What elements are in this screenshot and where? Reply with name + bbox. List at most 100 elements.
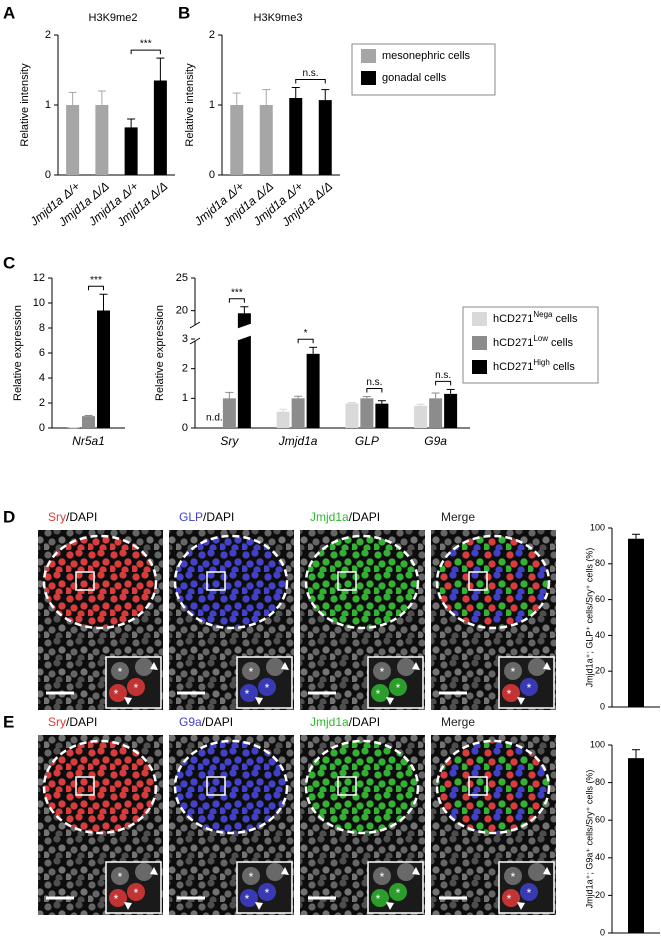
y-tick-label: 20 [595, 666, 605, 676]
bar [259, 105, 273, 175]
counterstain: /DAPI [349, 510, 380, 524]
y-tick-label: 1 [182, 392, 188, 404]
bar [444, 393, 458, 428]
legend-name: hCD271 [493, 337, 533, 349]
bar [153, 80, 167, 175]
inset-cell [266, 658, 284, 676]
annotation: n.s. [435, 370, 451, 381]
gonad-stain [175, 741, 287, 833]
arrowhead [255, 902, 263, 910]
gonad-outline [304, 534, 420, 630]
y-tick-label: 2 [209, 29, 215, 41]
legend-swatch [472, 312, 487, 326]
legend-suffix: cells [553, 361, 576, 373]
y-tick-label: 80 [595, 777, 605, 787]
inset-mark: * [249, 665, 254, 679]
arrowhead [150, 662, 158, 670]
annotation: *** [140, 39, 152, 50]
inset-mark: * [511, 870, 516, 884]
counterstain: /DAPI [66, 715, 97, 729]
inset-mark: * [507, 687, 512, 701]
y-tick-label: 4 [39, 372, 45, 384]
panel-letter: C [3, 253, 15, 272]
y-tick-label: 0 [182, 422, 188, 434]
stain-name: G9a [179, 715, 202, 729]
x-tick-label: Nr5a1 [72, 434, 105, 448]
y-tick-label: 3 [182, 333, 188, 345]
inset-cell [111, 662, 129, 680]
counterstain: /DAPI [203, 510, 234, 524]
bar [429, 398, 443, 428]
gonad-stain [437, 741, 549, 833]
arrowhead [281, 662, 289, 670]
bar [289, 98, 303, 175]
bar-break [235, 323, 253, 341]
arrowhead [543, 662, 551, 670]
legend-swatch [472, 336, 487, 350]
legend-swatch [472, 360, 487, 374]
significance-bracket [297, 338, 314, 344]
image-label: Jmjd1a/DAPI [310, 715, 380, 729]
inset-cell [135, 658, 153, 676]
bar [291, 398, 305, 428]
bar [318, 100, 332, 175]
stain-name: GLP [179, 510, 203, 524]
y-tick-label: 2 [182, 363, 188, 375]
counterstain: /DAPI [202, 715, 233, 729]
annotation: n.s. [302, 68, 318, 79]
inset-cell [528, 658, 546, 676]
inset-cell [111, 867, 129, 885]
inset-mark: * [245, 892, 250, 906]
zoom-box [75, 776, 95, 796]
y-tick-label: 0 [39, 422, 45, 434]
gonad-stain [44, 536, 156, 628]
zoom-box [468, 571, 488, 591]
stain-name: Jmjd1a [310, 715, 349, 729]
inset-mark: * [118, 665, 123, 679]
annotation: n.s. [366, 377, 382, 388]
y-axis-label: Relative expression [154, 305, 166, 401]
y-tick-label: 40 [595, 630, 605, 640]
y-tick-label: 6 [39, 347, 45, 359]
legend-label: gonadal cells [382, 72, 447, 84]
bar [414, 405, 428, 428]
image-label: G9a/DAPI [179, 715, 233, 729]
bar [82, 416, 95, 428]
significance-bracket [435, 380, 452, 386]
counterstain: /DAPI [349, 715, 380, 729]
y-axis-label: Relative expression [12, 305, 24, 401]
bar [222, 398, 236, 428]
inset-mark: * [245, 687, 250, 701]
stain-name: Sry [48, 715, 66, 729]
gonad-outline [173, 739, 289, 835]
bar [237, 313, 251, 428]
image-label: GLP/DAPI [179, 510, 234, 524]
inset-mark: * [134, 886, 139, 900]
inset-cell [389, 678, 407, 696]
zoom-box [206, 571, 226, 591]
inset-cell [504, 662, 522, 680]
x-tick-label: G9a [424, 434, 447, 448]
bar [124, 127, 138, 175]
inset-cell [258, 883, 276, 901]
y-tick-label: 1 [209, 99, 215, 111]
chart-title: H3K9me3 [254, 12, 303, 24]
bar [628, 538, 644, 707]
zoom-box [206, 776, 226, 796]
inset-cell [502, 684, 520, 702]
legend-label: hCD271Low cells [493, 334, 574, 349]
inset-mark: * [118, 870, 123, 884]
y-tick-label: 100 [590, 739, 605, 749]
y-axis-label: Relative intensity [184, 63, 196, 147]
panel-letter: D [3, 507, 15, 526]
inset-cell [397, 658, 415, 676]
inset-cell [127, 883, 145, 901]
legend-name: gonadal cells [382, 72, 447, 84]
y-tick-label: 0 [600, 927, 605, 937]
y-axis-label: Relative intensity [19, 63, 31, 147]
y-tick-label: 2 [45, 29, 51, 41]
gonad-outline [173, 534, 289, 630]
inset-cell [127, 678, 145, 696]
gonad-outline [42, 739, 158, 835]
y-tick-label: 80 [595, 558, 605, 568]
